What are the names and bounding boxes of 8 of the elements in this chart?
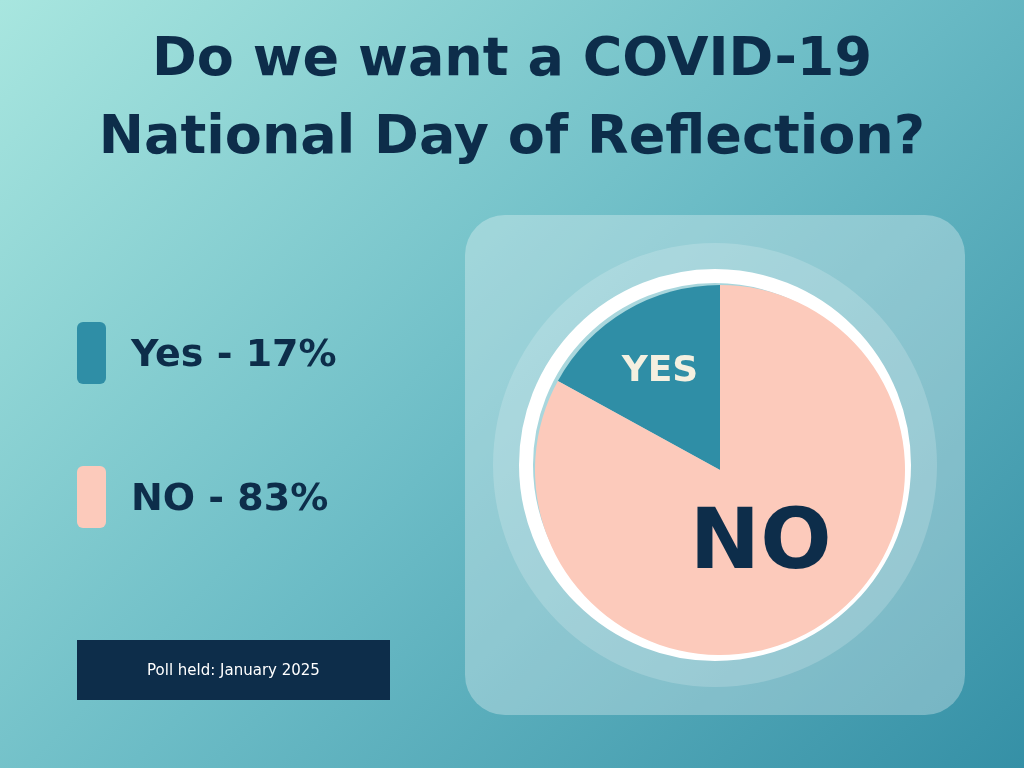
pie-slice	[557, 285, 720, 470]
legend-label: NO - 83%	[131, 475, 329, 519]
data-label: YES	[620, 347, 699, 389]
legend-label: Yes - 17%	[131, 331, 337, 375]
text: Poll held: January 2025	[77, 640, 390, 700]
data-label: NO	[689, 489, 832, 588]
pie-slice	[535, 285, 905, 655]
chart-title: Do we want a COVID-19 National Day of Reflection?	[97, 24, 927, 168]
